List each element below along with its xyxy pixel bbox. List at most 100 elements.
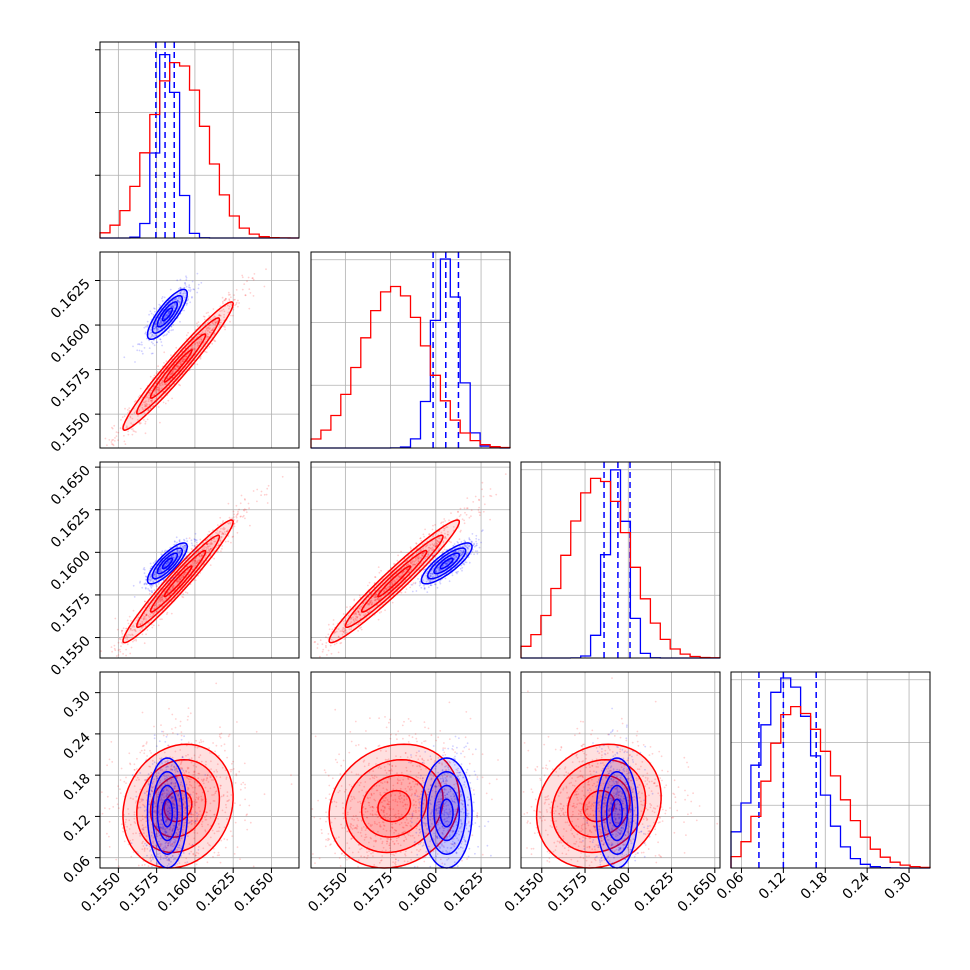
scatter-point bbox=[137, 343, 139, 346]
scatter-point bbox=[412, 582, 415, 584]
scatter-point bbox=[197, 343, 199, 345]
scatter-point bbox=[132, 584, 135, 587]
scatter-point bbox=[206, 327, 209, 330]
scatter-point bbox=[228, 516, 231, 519]
scatter-point bbox=[123, 440, 126, 443]
scatter-point bbox=[127, 433, 130, 436]
scatter-point bbox=[172, 732, 174, 734]
scatter-point bbox=[144, 422, 147, 425]
scatter-point bbox=[131, 417, 134, 420]
scatter-point bbox=[240, 515, 242, 518]
scatter-point bbox=[149, 375, 152, 378]
scatter-point bbox=[144, 600, 146, 603]
scatter-point bbox=[290, 783, 293, 785]
scatter-point bbox=[164, 550, 166, 553]
scatter-point bbox=[117, 654, 120, 656]
scatter-point bbox=[221, 548, 223, 550]
scatter-point bbox=[185, 557, 188, 560]
scatter-point bbox=[229, 830, 232, 833]
scatter-point bbox=[148, 589, 151, 592]
scatter-point bbox=[227, 291, 230, 294]
scatter-point bbox=[211, 328, 214, 330]
scatter-point bbox=[116, 803, 119, 806]
scatter-point bbox=[110, 646, 113, 648]
scatter-point bbox=[233, 525, 236, 528]
scatter-point bbox=[221, 545, 224, 547]
scatter-point bbox=[212, 333, 215, 336]
scatter-point bbox=[222, 302, 224, 304]
scatter-point bbox=[231, 536, 234, 538]
scatter-point bbox=[469, 539, 471, 541]
scatter-point bbox=[358, 594, 361, 597]
scatter-point bbox=[226, 838, 229, 841]
scatter-point bbox=[117, 807, 120, 809]
scatter-point bbox=[242, 781, 245, 784]
scatter-point bbox=[327, 623, 330, 626]
scatter-point bbox=[470, 509, 473, 512]
scatter-point bbox=[174, 718, 177, 720]
scatter-point bbox=[239, 502, 242, 505]
scatter-point bbox=[161, 297, 163, 300]
scatter-point bbox=[151, 400, 153, 402]
scatter-point bbox=[345, 636, 347, 639]
scatter-point bbox=[213, 340, 216, 342]
scatter-point bbox=[233, 299, 236, 301]
scatter-point bbox=[129, 416, 132, 419]
scatter-point bbox=[190, 539, 193, 542]
scatter-point bbox=[326, 654, 328, 656]
scatter-point bbox=[436, 586, 439, 589]
scatter-point bbox=[190, 542, 193, 545]
scatter-point bbox=[196, 272, 199, 275]
scatter-point bbox=[170, 577, 173, 580]
scatter-point bbox=[238, 508, 241, 511]
scatter-point bbox=[227, 540, 230, 543]
scatter-point bbox=[473, 553, 475, 556]
scatter-point bbox=[230, 541, 232, 544]
scatter-point bbox=[114, 617, 117, 620]
scatter-point bbox=[144, 420, 147, 423]
scatter-point bbox=[137, 415, 139, 417]
scatter-point bbox=[140, 749, 143, 752]
scatter-point bbox=[183, 538, 185, 541]
scatter-point bbox=[168, 707, 170, 710]
scatter-point bbox=[470, 515, 472, 518]
scatter-point bbox=[196, 325, 199, 328]
scatter-point bbox=[159, 421, 161, 424]
scatter-point bbox=[195, 739, 198, 742]
scatter-point bbox=[357, 630, 359, 632]
scatter-point bbox=[281, 475, 284, 478]
scatter-point bbox=[152, 385, 155, 388]
scatter-point bbox=[125, 426, 128, 429]
scatter-point bbox=[119, 427, 122, 430]
scatter-point bbox=[119, 779, 122, 781]
scatter-point bbox=[384, 609, 386, 612]
scatter-point bbox=[161, 387, 163, 390]
scatter-point bbox=[256, 500, 258, 503]
scatter-point bbox=[161, 381, 164, 383]
scatter-point bbox=[427, 586, 430, 589]
scatter-point bbox=[220, 745, 223, 747]
scatter-point bbox=[459, 514, 462, 516]
scatter-point bbox=[229, 768, 232, 771]
scatter-point bbox=[218, 854, 221, 856]
scatter-point bbox=[153, 307, 155, 310]
scatter-point bbox=[187, 331, 190, 334]
scatter-point bbox=[161, 550, 164, 552]
scatter-point bbox=[457, 570, 459, 573]
scatter-point bbox=[224, 749, 226, 752]
scatter-point bbox=[199, 357, 202, 360]
scatter-point bbox=[212, 742, 215, 744]
scatter-point bbox=[156, 341, 158, 343]
scatter-point bbox=[471, 551, 474, 553]
scatter-point bbox=[224, 298, 227, 301]
scatter-point bbox=[228, 733, 231, 736]
scatter-point bbox=[183, 309, 186, 312]
scatter-point bbox=[174, 726, 177, 729]
scatter-point bbox=[106, 444, 108, 447]
scatter-point bbox=[144, 587, 147, 590]
scatter-point bbox=[126, 408, 129, 411]
scatter-point bbox=[235, 301, 238, 304]
scatter-point bbox=[179, 278, 182, 281]
scatter-point bbox=[240, 494, 243, 497]
scatter-point bbox=[175, 365, 178, 368]
